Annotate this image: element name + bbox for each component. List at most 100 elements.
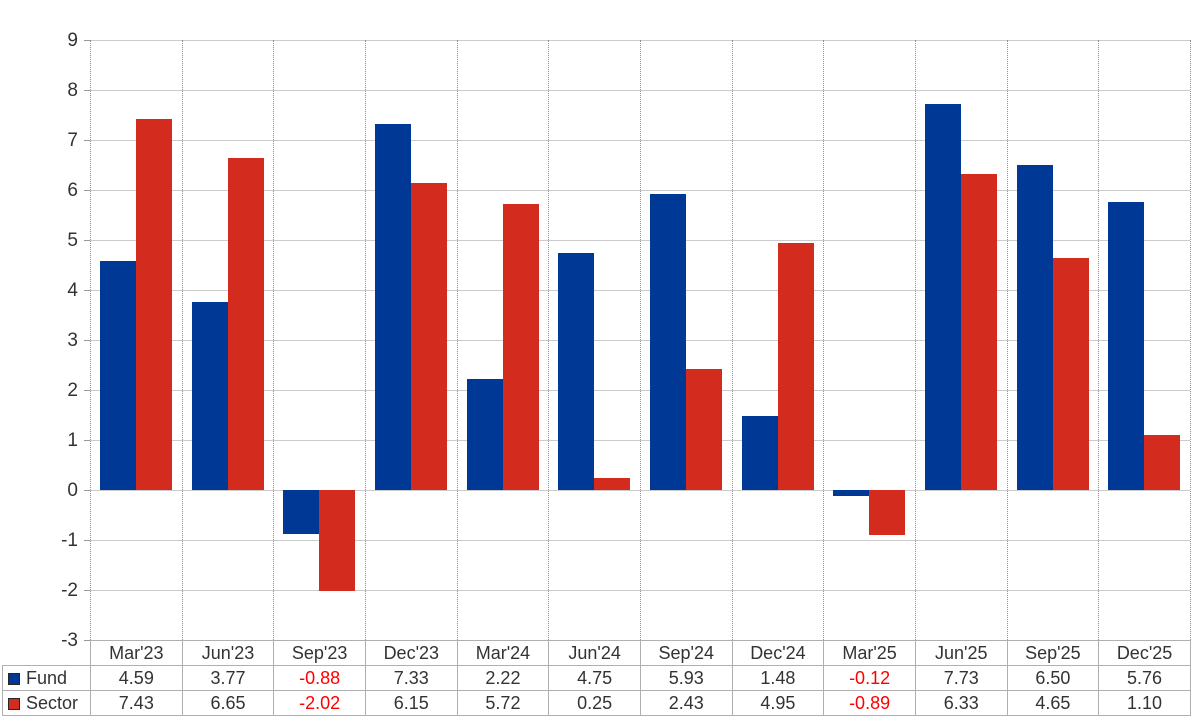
- vertical-gridline: [1098, 40, 1100, 640]
- vertical-gridline: [1190, 40, 1191, 640]
- category-header-cell: Sep'24: [639, 640, 733, 666]
- fund-bar: [649, 193, 686, 490]
- y-axis-label: 2: [67, 380, 78, 401]
- y-axis-tick: [84, 390, 90, 391]
- y-axis-tick: [84, 190, 90, 191]
- sector-row: Sector 7.43 6.65 -2.02 6.15 5.72 0.25 2.43 4.95-…: [2, 690, 1191, 716]
- y-axis-label: 4: [67, 280, 78, 301]
- fund-legend-label: Fund: [26, 667, 68, 688]
- sector-bar: [777, 242, 814, 490]
- vertical-gridline: [181, 40, 183, 640]
- category-header-cell: Mar'23: [90, 640, 183, 666]
- category-header-cell: Dec'25: [1098, 640, 1191, 666]
- category-header-cell: Dec'24: [731, 640, 825, 666]
- y-axis-tick: [84, 340, 90, 341]
- fund-value-cell: 2.22: [456, 665, 550, 691]
- fund-legend-cell: Fund: [2, 665, 91, 691]
- category-header-cell: Dec'23: [364, 640, 458, 666]
- y-axis-label: 0: [67, 480, 78, 501]
- vertical-gridline: [640, 40, 641, 640]
- fund-bar: [1016, 165, 1053, 490]
- vertical-gridline: [915, 40, 916, 640]
- sector-legend-cell: Sector: [2, 690, 91, 716]
- vertical-gridline: [365, 40, 366, 640]
- fund-value-cell: 6.50: [1006, 665, 1100, 691]
- sector-bar: [869, 490, 906, 535]
- category-header-cell: Sep'25: [1006, 640, 1100, 666]
- y-axis-label: 9: [67, 30, 78, 51]
- category-header-cell: Mar'25: [823, 640, 916, 666]
- y-axis-label: -1: [61, 530, 78, 551]
- fund-value-cell: 5.93: [639, 665, 733, 691]
- fund-bar: [466, 379, 503, 490]
- y-axis-tick: [84, 490, 90, 491]
- category-header-cell: Jun'25: [914, 640, 1008, 666]
- vertical-gridline: [456, 40, 458, 640]
- vertical-gridline: [90, 40, 91, 640]
- y-axis-tick: [84, 440, 90, 441]
- fund-bar: [99, 260, 136, 490]
- sector-value-cell: -0.89: [823, 690, 916, 716]
- fund-value-cell: -0.88: [273, 665, 366, 691]
- vertical-gridline: [1006, 40, 1008, 640]
- fund-value-cell: -0.12: [823, 665, 916, 691]
- fund-bar: [558, 252, 595, 490]
- y-axis-label: 7: [67, 130, 78, 151]
- y-axis-label: 1: [67, 430, 78, 451]
- sector-bar: [594, 477, 631, 490]
- fund-bar: [924, 103, 961, 490]
- sector-legend-label: Sector: [26, 692, 79, 713]
- sector-value-cell: 4.65: [1006, 690, 1100, 716]
- y-axis-label: 3: [67, 330, 78, 351]
- table-corner-blank: [3, 641, 91, 666]
- y-axis-label: -3: [61, 630, 78, 651]
- sector-bar: [960, 173, 997, 490]
- sector-value-cell: 6.33: [914, 690, 1008, 716]
- sector-value-cell: 7.43: [90, 690, 183, 716]
- y-axis-tick: [84, 290, 90, 291]
- fund-legend-swatch-icon: [8, 672, 20, 685]
- category-header-row: Mar'23 Jun'23 Sep'23 Dec'23 Mar'24 Jun'24 Sep'…: [3, 640, 1191, 666]
- y-axis-label: -2: [61, 580, 78, 601]
- sector-bar: [1144, 435, 1181, 490]
- category-header-cell: Mar'24: [456, 640, 550, 666]
- fund-value-cell: 3.77: [181, 665, 275, 691]
- sector-legend-swatch-icon: [8, 697, 20, 710]
- sector-value-cell: 6.15: [364, 690, 458, 716]
- values-table: Mar'23 Jun'23 Sep'23 Dec'23 Mar'24 Jun'24 Sep'…: [2, 640, 1191, 716]
- fund-bar: [374, 123, 411, 490]
- y-axis-tick: [84, 140, 90, 141]
- sector-bar: [319, 490, 356, 591]
- fund-bar: [741, 416, 778, 490]
- vertical-gridline: [548, 40, 550, 640]
- fund-value-cell: 1.48: [731, 665, 825, 691]
- y-axis-label: 5: [67, 230, 78, 251]
- y-axis-label: 6: [67, 180, 78, 201]
- fund-value-cell: 4.75: [548, 665, 641, 691]
- vertical-gridline: [731, 40, 733, 640]
- category-header-cell: Jun'23: [181, 640, 275, 666]
- sector-value-cell: 5.72: [456, 690, 550, 716]
- y-axis-tick: [84, 90, 90, 91]
- fund-value-cell: 7.33: [364, 665, 458, 691]
- y-axis-tick: [84, 590, 90, 591]
- category-header-cell: Sep'23: [273, 640, 366, 666]
- sector-bar: [685, 368, 722, 490]
- fund-row: Fund 4.59 3.77 -0.88 7.33 2.22 4.75 5.93 1.48 -0.…: [2, 665, 1191, 691]
- y-axis-tick: [84, 540, 90, 541]
- fund-value-cell: 7.73: [914, 665, 1008, 691]
- vertical-gridline: [823, 40, 825, 640]
- fund-value-cell: 4.59: [90, 665, 183, 691]
- sector-bar: [227, 157, 264, 490]
- fund-bar: [833, 490, 870, 496]
- fund-bar: [1108, 202, 1145, 490]
- sector-bar: [502, 204, 539, 490]
- sector-value-cell: 4.95: [731, 690, 825, 716]
- sector-value-cell: 1.10: [1098, 690, 1191, 716]
- sector-bar: [135, 118, 172, 490]
- y-axis-tick: [84, 240, 90, 241]
- sector-value-cell: 0.25: [548, 690, 641, 716]
- sector-value-cell: 6.65: [181, 690, 275, 716]
- fund-bar: [191, 301, 228, 490]
